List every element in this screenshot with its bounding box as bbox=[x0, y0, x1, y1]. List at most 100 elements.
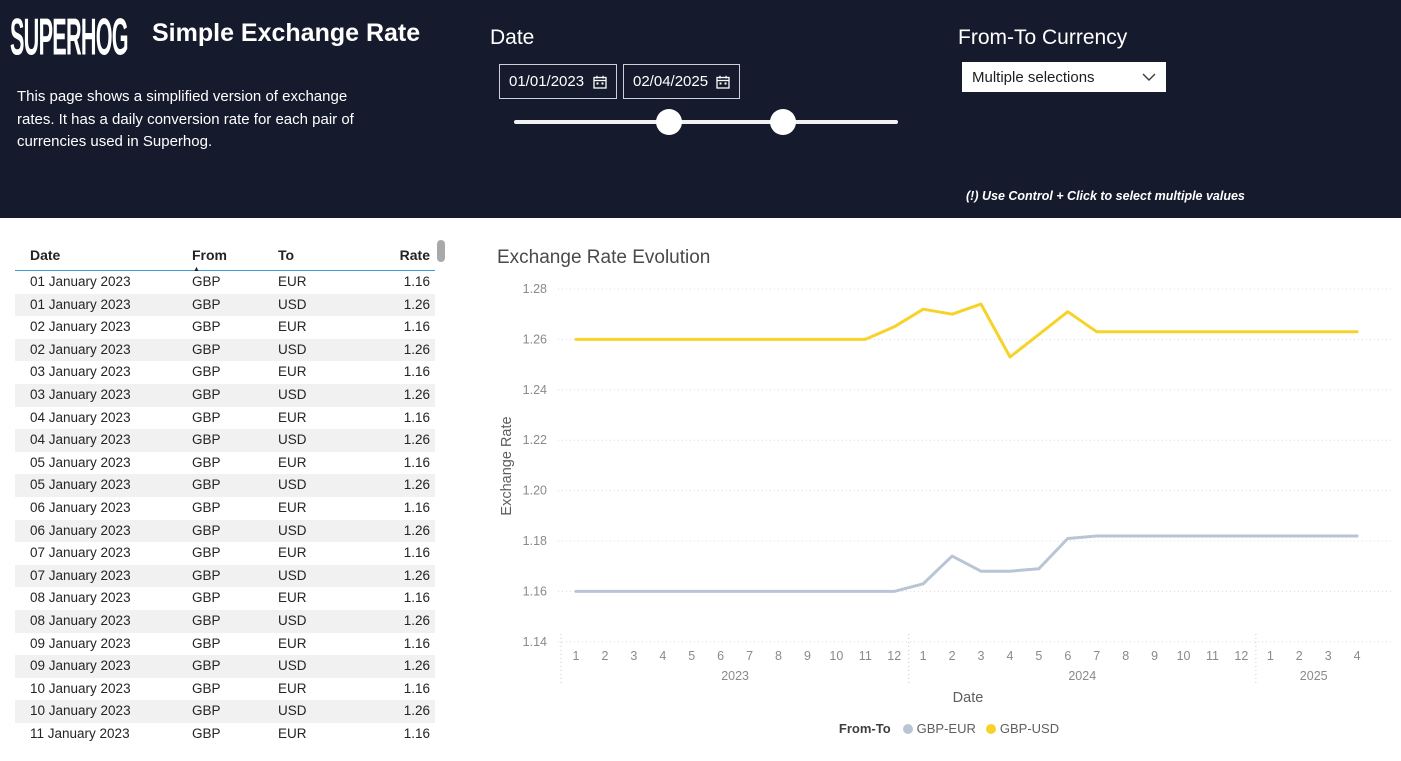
table-row[interactable]: 05 January 2023 GBP USD 1.26 bbox=[15, 474, 435, 497]
x-tick-label: 1 bbox=[1267, 649, 1274, 663]
x-tick-label: 7 bbox=[1093, 649, 1100, 663]
legend-item-gbp-eur[interactable]: GBP-EUR bbox=[902, 721, 976, 736]
table-cell: GBP bbox=[192, 319, 221, 335]
date-range-slider[interactable] bbox=[514, 109, 898, 135]
x-tick-label: 10 bbox=[829, 649, 843, 663]
table-cell: USD bbox=[278, 386, 307, 402]
table-row[interactable]: 09 January 2023 GBP EUR 1.16 bbox=[15, 633, 435, 656]
table-cell: 1.26 bbox=[403, 703, 430, 719]
column-header-from[interactable]: From ▲ bbox=[192, 247, 227, 273]
table-row[interactable]: 02 January 2023 GBP USD 1.26 bbox=[15, 338, 435, 362]
table-row[interactable]: 08 January 2023 GBP USD 1.26 bbox=[15, 609, 435, 633]
table-row[interactable]: 09 January 2023 GBP USD 1.26 bbox=[15, 655, 435, 678]
y-tick-label: 1.16 bbox=[523, 584, 547, 598]
slider-handle-end[interactable] bbox=[770, 109, 796, 135]
table-cell: 1.26 bbox=[403, 341, 430, 357]
year-label: 2023 bbox=[721, 669, 749, 683]
table-cell: EUR bbox=[278, 725, 307, 741]
table-row[interactable]: 06 January 2023 GBP USD 1.26 bbox=[15, 519, 435, 543]
series-line-gbp-eur[interactable] bbox=[574, 534, 1359, 593]
table-cell: GBP bbox=[192, 567, 221, 583]
table-row[interactable]: 02 January 2023 GBP EUR 1.16 bbox=[15, 316, 435, 339]
table-cell: 1.16 bbox=[403, 680, 430, 696]
table-cell: GBP bbox=[192, 454, 221, 470]
table-row[interactable]: 01 January 2023 GBP EUR 1.16 bbox=[15, 271, 435, 294]
table-row[interactable]: 08 January 2023 GBP EUR 1.16 bbox=[15, 587, 435, 610]
currency-dropdown-value: Multiple selections bbox=[972, 68, 1095, 86]
table-cell: 1.16 bbox=[403, 725, 430, 741]
column-header-rate[interactable]: Rate bbox=[399, 247, 430, 263]
table-cell: 11 January 2023 bbox=[30, 725, 130, 741]
table-cell: EUR bbox=[278, 545, 307, 561]
table-cell: EUR bbox=[278, 635, 307, 651]
calendar-icon bbox=[593, 75, 607, 89]
x-tick-label: 1 bbox=[573, 649, 580, 663]
exchange-rate-evolution-panel: Exchange Rate Evolution 1.28 1.26 1.24 1.22… bbox=[497, 245, 1401, 750]
date-start-value: 01/01/2023 bbox=[509, 73, 585, 90]
table-row[interactable]: 06 January 2023 GBP EUR 1.16 bbox=[15, 497, 435, 520]
table-cell: 07 January 2023 bbox=[30, 567, 131, 583]
table-cell: 02 January 2023 bbox=[30, 319, 131, 335]
x-tick-label: 6 bbox=[1064, 649, 1071, 663]
table-row[interactable]: 07 January 2023 GBP USD 1.26 bbox=[15, 564, 435, 588]
table-cell: 1.16 bbox=[403, 499, 430, 515]
table-row[interactable]: 01 January 2023 GBP USD 1.26 bbox=[15, 293, 435, 317]
slider-handle-start[interactable] bbox=[656, 109, 682, 135]
table-cell: GBP bbox=[192, 590, 221, 606]
y-tick-label: 1.18 bbox=[523, 534, 547, 548]
table-cell: GBP bbox=[192, 386, 221, 402]
date-slicer-label: Date bbox=[490, 26, 535, 49]
sort-ascending-icon: ▲ bbox=[193, 266, 200, 273]
table-body: 01 January 2023 GBP EUR 1.16 01 January 2023… bbox=[15, 271, 435, 745]
table-cell: 01 January 2023 bbox=[30, 274, 131, 289]
column-header-date[interactable]: Date bbox=[30, 247, 61, 263]
y-tick-label: 1.20 bbox=[523, 484, 547, 498]
table-row[interactable]: 03 January 2023 GBP USD 1.26 bbox=[15, 383, 435, 407]
x-tick-label: 1 bbox=[920, 649, 927, 663]
column-header-to[interactable]: To bbox=[278, 247, 295, 263]
table-cell: GBP bbox=[192, 680, 221, 696]
table-row[interactable]: 11 January 2023 GBP EUR 1.16 bbox=[15, 723, 435, 746]
legend-title: From-To bbox=[838, 721, 891, 736]
table-row[interactable]: 03 January 2023 GBP EUR 1.16 bbox=[15, 361, 435, 384]
legend-label: GBP-EUR bbox=[916, 721, 976, 736]
table-cell: 1.26 bbox=[403, 432, 430, 448]
table-row[interactable]: 07 January 2023 GBP EUR 1.16 bbox=[15, 542, 435, 565]
table-row[interactable]: 04 January 2023 GBP EUR 1.16 bbox=[15, 407, 435, 430]
y-tick-label: 1.22 bbox=[523, 433, 547, 447]
currency-dropdown[interactable]: Multiple selections bbox=[962, 62, 1166, 92]
table-row[interactable]: 10 January 2023 GBP USD 1.26 bbox=[15, 700, 435, 723]
table-cell: 06 January 2023 bbox=[30, 499, 131, 515]
table-cell: 1.26 bbox=[403, 522, 430, 538]
table-cell: 1.26 bbox=[403, 477, 430, 493]
date-end-input[interactable]: 02/04/2025 bbox=[623, 64, 740, 99]
table-cell: 1.16 bbox=[403, 545, 430, 561]
y-tick-label: 1.14 bbox=[523, 635, 547, 649]
table-cell: GBP bbox=[192, 635, 221, 651]
table-cell: 08 January 2023 bbox=[30, 590, 131, 606]
table-cell: GBP bbox=[192, 477, 221, 493]
date-start-input[interactable]: 01/01/2023 bbox=[499, 64, 617, 99]
multi-select-hint: (!) Use Control + Click to select multip… bbox=[966, 189, 1245, 203]
table-cell: GBP bbox=[192, 703, 221, 719]
legend-item-gbp-usd[interactable]: GBP-USD bbox=[985, 721, 1059, 736]
table-cell: GBP bbox=[192, 432, 221, 448]
table-cell: GBP bbox=[192, 612, 221, 628]
table-cell: USD bbox=[278, 296, 307, 312]
table-scrollbar-thumb[interactable] bbox=[437, 240, 445, 262]
table-row[interactable]: 10 January 2023 GBP EUR 1.16 bbox=[15, 678, 435, 701]
x-tick-label: 2 bbox=[601, 649, 608, 663]
table-cell: USD bbox=[278, 477, 307, 493]
exchange-rate-chart: 1.281.261.241.221.201.181.161.141 2 3 4 5 6 7 8… bbox=[499, 282, 1394, 705]
table-row[interactable]: 05 January 2023 GBP EUR 1.16 bbox=[15, 452, 435, 475]
chart-legend-items: GBP-EUR GBP-USD bbox=[902, 721, 1059, 736]
date-end-value: 02/04/2025 bbox=[633, 73, 709, 90]
x-axis-title: Date bbox=[953, 690, 984, 705]
table-row[interactable]: 04 January 2023 GBP USD 1.26 bbox=[15, 429, 435, 452]
x-tick-label: 7 bbox=[746, 649, 753, 663]
table-cell: GBP bbox=[192, 409, 221, 425]
series-line-gbp-usd[interactable] bbox=[574, 302, 1359, 359]
x-tick-label: 9 bbox=[804, 649, 811, 663]
chevron-down-icon bbox=[1142, 73, 1156, 81]
table-cell: USD bbox=[278, 703, 307, 719]
